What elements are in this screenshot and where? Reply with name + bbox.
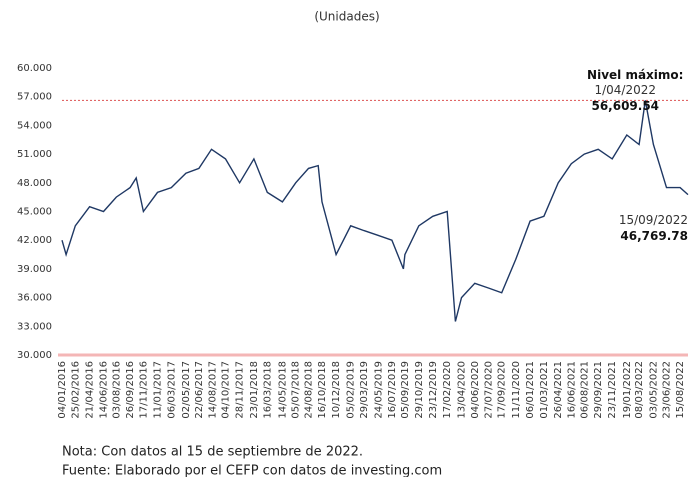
x-tick-label: 05/07/2018 [291,361,302,419]
x-tick-label: 03/08/2016 [111,361,122,419]
x-tick-label: 14/06/2016 [98,361,109,419]
x-tick-label: 23/12/2019 [428,361,439,419]
y-tick-label: 48.000 [17,178,52,189]
y-tick-label: 39.000 [17,264,52,275]
note: Fuente: Elaborado por el CEFP con datos … [62,464,442,477]
x-tick-label: 17/02/2020 [442,361,453,419]
y-tick-label: 30.000 [17,350,52,361]
x-tick-label: 05/02/2019 [346,361,357,419]
x-tick-label: 17/09/2020 [497,361,508,419]
x-tick-label: 17/11/2016 [138,361,149,419]
y-tick-label: 51.000 [17,149,52,160]
y-tick-label: 36.000 [17,293,52,304]
annotation-value: 56,609.54 [591,99,659,113]
annotation-value: 46,769.78 [620,229,688,243]
x-tick-label: 26/09/2016 [125,361,136,419]
x-tick-label: 16/07/2019 [387,361,398,419]
x-tick-label: 04/06/2020 [470,361,481,419]
annotation-date: 15/09/2022 [619,213,688,227]
x-tick-label: 16/06/2021 [566,361,577,419]
x-tick-label: 15/08/2022 [675,361,686,419]
x-tick-label: 11/01/2017 [152,361,163,419]
x-tick-label: 24/05/2019 [373,361,384,419]
x-tick-label: 21/04/2016 [85,361,96,419]
x-tick-label: 23/01/2018 [249,361,260,419]
x-tick-label: 01/03/2021 [539,361,550,419]
line-series [61,100,689,322]
y-tick-label: 33.000 [17,321,52,332]
x-tick-label: 04/10/2017 [221,361,232,419]
x-tick-label: 06/01/2021 [525,361,536,419]
x-tick-label: 16/03/2018 [262,361,273,419]
note: Nota: Con datos al 15 de septiembre de 2… [62,445,363,460]
annotation-title: Nivel máximo: [587,68,683,82]
x-tick-label: 29/03/2019 [359,361,370,419]
x-tick-label: 22/06/2017 [194,361,205,419]
x-tick-label: 29/09/2021 [593,361,604,419]
x-tick-label: 23/11/2021 [607,361,618,419]
x-tick-label: 06/08/2021 [579,361,590,419]
y-tick-label: 42.000 [17,235,52,246]
x-tick-label: 10/12/2018 [331,361,342,419]
x-tick-label: 06/03/2017 [166,361,177,419]
x-tick-label: 19/01/2022 [622,361,633,419]
chart-subtitle: (Unidades) [314,10,379,24]
x-tick-label: 27/07/2020 [483,361,494,419]
x-tick-label: 28/11/2017 [235,361,246,419]
y-tick-label: 54.000 [17,120,52,131]
x-tick-label: 08/03/2022 [634,361,645,419]
x-tick-label: 16/10/2018 [317,361,328,419]
x-tick-label: 14/05/2018 [277,361,288,419]
x-tick-label: 23/06/2022 [662,361,673,419]
x-tick-label: 11/11/2020 [511,361,522,419]
y-tick-label: 57.000 [17,92,52,103]
x-tick-label: 29/10/2019 [414,361,425,419]
annotation-date: 1/04/2022 [594,83,656,97]
y-tick-label: 60.000 [17,63,52,74]
x-tick-label: 03/05/2022 [648,361,659,419]
x-tick-label: 05/09/2019 [400,361,411,419]
x-tick-label: 26/04/2021 [553,361,564,419]
x-tick-label: 02/05/2017 [181,361,192,419]
x-tick-label: 24/08/2018 [303,361,314,419]
x-tick-label: 14/08/2017 [207,361,218,419]
y-tick-label: 45.000 [17,207,52,218]
x-tick-label: 04/01/2016 [57,361,68,419]
x-tick-label: 25/02/2016 [70,361,81,419]
x-tick-label: 13/04/2020 [457,361,468,419]
